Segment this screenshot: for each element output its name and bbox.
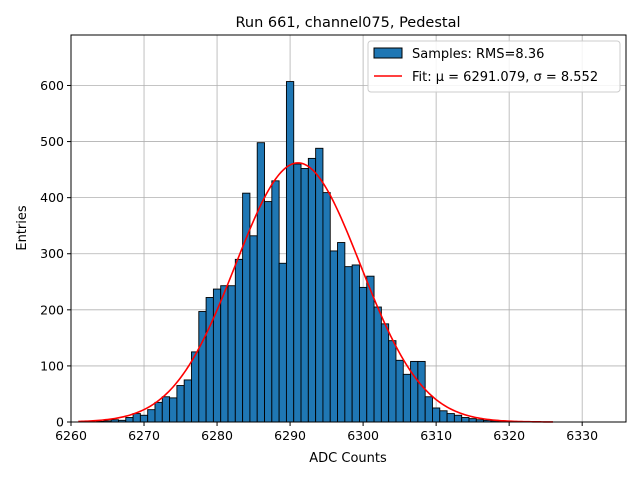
x-axis-label: ADC Counts bbox=[309, 451, 387, 466]
histogram-bar bbox=[183, 379, 192, 423]
x-tick-label: 6280 bbox=[201, 428, 233, 443]
histogram-bar bbox=[432, 407, 441, 423]
histogram-bar bbox=[271, 180, 280, 423]
y-tick-label: 0 bbox=[56, 415, 64, 430]
histogram-bar bbox=[154, 401, 163, 423]
histogram-bar bbox=[417, 360, 426, 423]
histogram-bar bbox=[285, 81, 295, 423]
x-tick-label: 6300 bbox=[347, 428, 379, 443]
histogram-bar bbox=[388, 340, 397, 423]
histogram-bar bbox=[315, 147, 324, 423]
histogram-bar bbox=[264, 201, 273, 423]
x-tick-label: 6320 bbox=[493, 428, 525, 443]
histogram-bar bbox=[147, 409, 156, 423]
histogram-bar bbox=[278, 262, 287, 423]
legend: Samples: RMS=8.36 Fit: μ = 6291.079, σ =… bbox=[367, 40, 621, 93]
x-tick-label: 6290 bbox=[274, 428, 306, 443]
histogram-bar bbox=[344, 266, 353, 423]
histogram-bar bbox=[293, 163, 302, 423]
plot-frame bbox=[70, 34, 627, 423]
y-tick-label: 500 bbox=[40, 134, 64, 149]
histogram-bar bbox=[300, 168, 309, 423]
histogram-bar bbox=[169, 397, 178, 423]
histogram-bar bbox=[410, 360, 419, 423]
histogram-bar bbox=[176, 385, 185, 423]
histogram-bars bbox=[96, 81, 521, 423]
histogram-bar bbox=[234, 258, 244, 423]
y-tick-label: 400 bbox=[40, 190, 64, 205]
histogram-bar bbox=[380, 323, 390, 423]
histogram-bar bbox=[139, 414, 149, 423]
x-tick-label: 6330 bbox=[566, 428, 598, 443]
y-tick-label: 100 bbox=[40, 358, 64, 373]
legend-box bbox=[367, 40, 621, 93]
legend-label-samples: Samples: RMS=8.36 bbox=[412, 47, 544, 62]
histogram-bar bbox=[242, 192, 251, 423]
fit-curve-layer bbox=[78, 162, 553, 423]
y-tick-label: 600 bbox=[40, 78, 64, 93]
histogram-bar bbox=[249, 235, 258, 423]
histogram-bar bbox=[307, 157, 317, 423]
histogram-bar bbox=[453, 414, 463, 423]
histogram-bar bbox=[351, 264, 360, 423]
histogram-bar bbox=[161, 396, 171, 423]
axis-ticks: 6260 6270 6280 6290 6300 6310 6320 6330 0 100 200 3… bbox=[40, 78, 598, 443]
histogram-bar bbox=[227, 285, 236, 423]
histogram-bar bbox=[439, 410, 448, 423]
y-axis-label: Entries bbox=[15, 205, 30, 251]
legend-patch-samples bbox=[373, 47, 403, 59]
chart-title: Run 661, channel075, Pedestal bbox=[235, 15, 460, 31]
y-tick-label: 300 bbox=[40, 246, 64, 261]
x-tick-label: 6260 bbox=[55, 428, 87, 443]
histogram-bar bbox=[132, 413, 141, 423]
histogram-bar bbox=[373, 306, 382, 423]
histogram-bar bbox=[322, 192, 331, 423]
x-tick-label: 6270 bbox=[128, 428, 160, 443]
legend-label-fit: Fit: μ = 6291.079, σ = 8.552 bbox=[412, 70, 598, 85]
histogram-bar bbox=[359, 286, 368, 423]
histogram-bar bbox=[220, 285, 229, 423]
histogram-bar bbox=[329, 250, 338, 423]
histogram-bar bbox=[395, 359, 404, 423]
histogram-bar bbox=[468, 418, 477, 423]
histogram-bar bbox=[424, 396, 433, 423]
histogram-bar bbox=[337, 242, 346, 423]
histogram-bar bbox=[402, 373, 412, 423]
y-tick-label: 200 bbox=[40, 302, 64, 317]
gaussian-fit-curve bbox=[78, 162, 553, 423]
histogram-bar bbox=[461, 417, 470, 423]
grid bbox=[70, 35, 626, 423]
histogram-bar bbox=[198, 311, 207, 423]
histogram-bar bbox=[125, 417, 134, 423]
histogram-bar bbox=[191, 351, 200, 423]
x-tick-label: 6310 bbox=[420, 428, 452, 443]
histogram-bar bbox=[256, 142, 265, 423]
histogram-bar bbox=[205, 297, 214, 423]
histogram-bar bbox=[446, 413, 455, 423]
